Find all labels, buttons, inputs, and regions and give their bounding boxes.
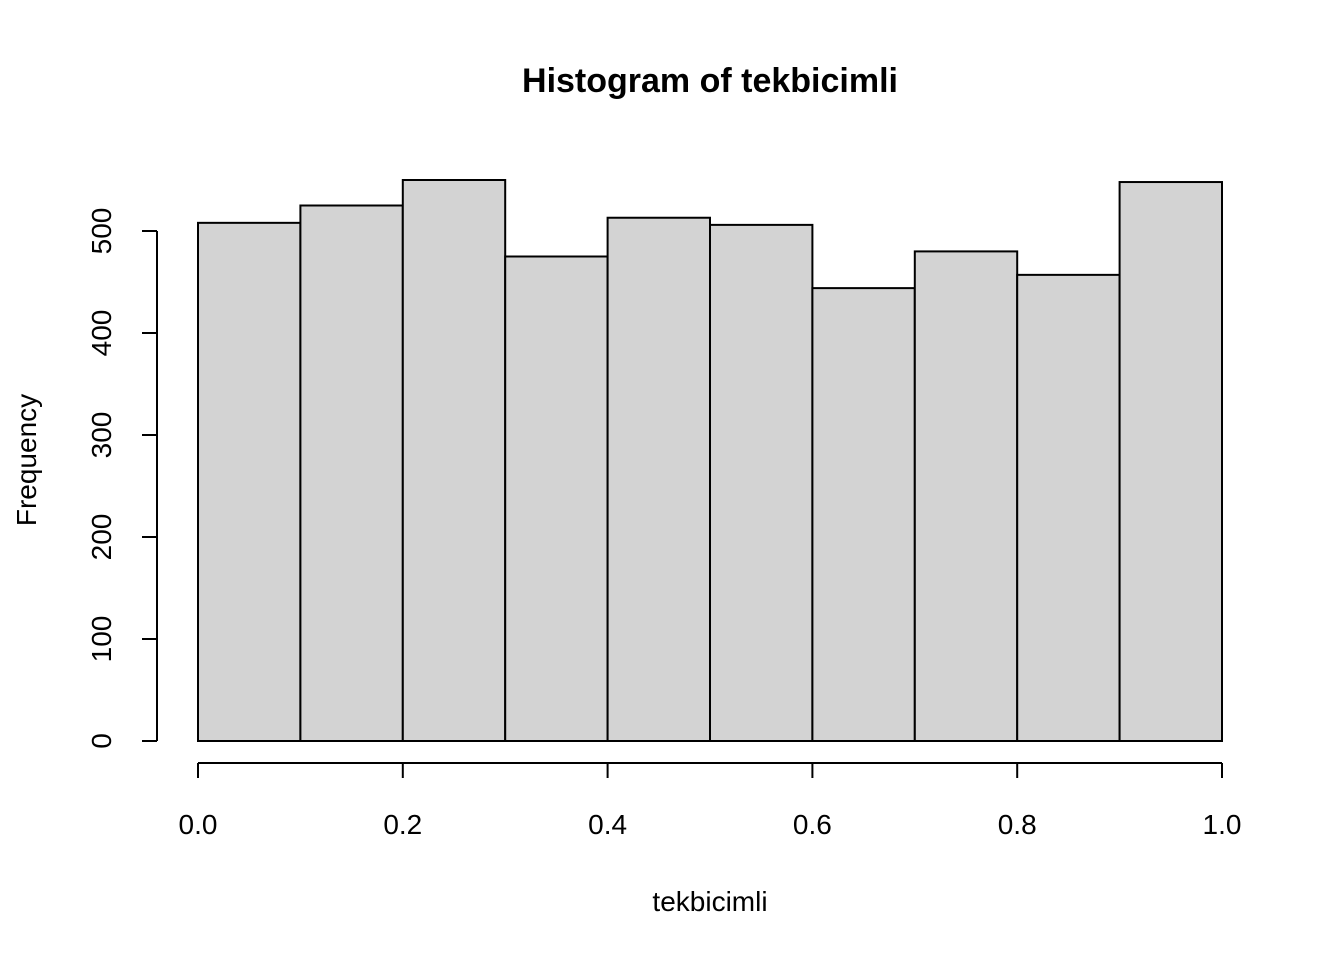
histogram-bar-1	[299, 204, 404, 742]
histogram-bar-7	[913, 250, 1019, 742]
y-axis: 0 100 200 300 400 500	[86, 208, 158, 749]
y-tick-label-4: 400	[86, 310, 117, 357]
x-tick-label-3: 0.6	[793, 809, 832, 840]
y-tick-label-5: 500	[86, 208, 117, 255]
x-axis: 0.0 0.2 0.4 0.6 0.8 1.0	[179, 762, 1242, 840]
y-axis-label: Frequency	[11, 394, 42, 526]
histogram-bar-8	[1016, 273, 1121, 742]
histogram-bar-2	[401, 179, 507, 742]
histogram-bar-9	[1118, 181, 1223, 743]
x-tick-label-5: 1.0	[1203, 809, 1242, 840]
x-tick-label-0: 0.0	[179, 809, 218, 840]
histogram-bar-0	[197, 221, 302, 742]
y-tick-label-1: 100	[86, 616, 117, 663]
chart-title: Histogram of tekbicimli	[522, 62, 898, 100]
y-tick-label-3: 300	[86, 412, 117, 459]
y-tick-label-0: 0	[86, 733, 117, 749]
bars-group	[197, 179, 1223, 743]
histogram-bar-5	[709, 223, 814, 742]
histogram-bar-3	[504, 255, 609, 742]
histogram-bar-4	[606, 216, 711, 743]
x-axis-label: tekbicimli	[652, 886, 767, 917]
x-tick-label-2: 0.4	[588, 809, 627, 840]
histogram-bar-6	[811, 287, 916, 742]
y-tick-label-2: 200	[86, 514, 117, 561]
x-tick-label-4: 0.8	[998, 809, 1037, 840]
x-tick-label-1: 0.2	[383, 809, 422, 840]
